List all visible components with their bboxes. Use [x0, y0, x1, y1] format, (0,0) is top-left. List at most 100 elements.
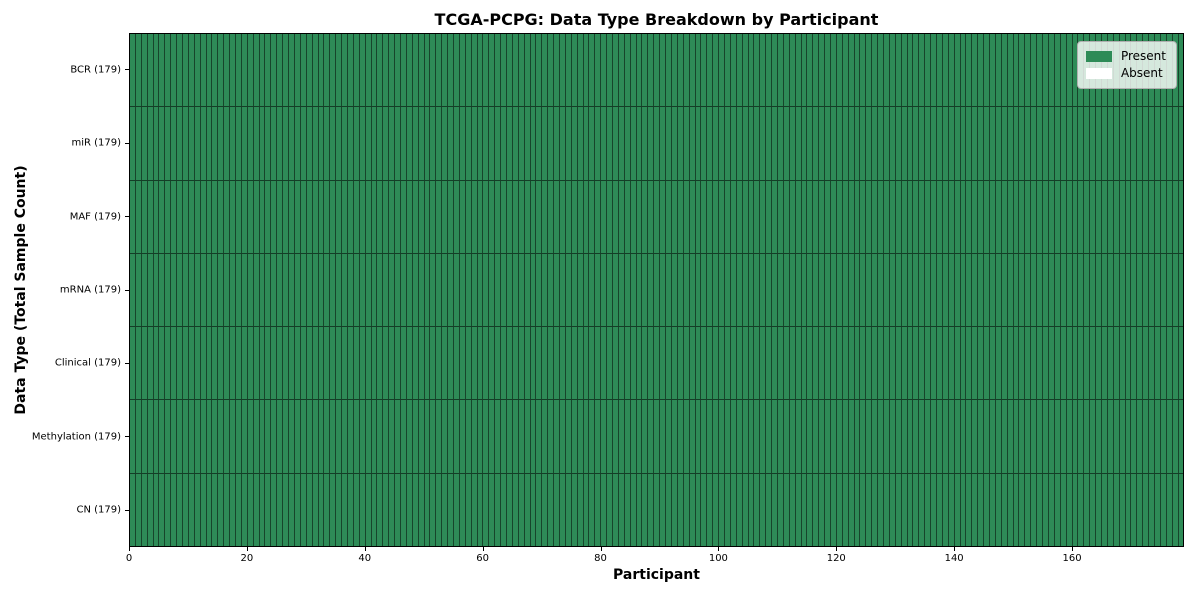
heatmap-cell	[847, 400, 854, 473]
heatmap-cell	[364, 253, 371, 327]
heatmap-cell	[535, 253, 542, 327]
y-tick-label: mRNA (179)	[59, 284, 121, 296]
heatmap-cell	[270, 473, 277, 546]
heatmap-cell	[688, 107, 695, 180]
heatmap-cell	[747, 107, 754, 180]
heatmap-cell	[735, 180, 742, 253]
heatmap-cell	[311, 400, 318, 473]
heatmap-cell	[130, 180, 135, 253]
heatmap-cell	[140, 34, 147, 107]
heatmap-cell	[517, 253, 524, 327]
heatmap-cell	[894, 253, 901, 327]
heatmap-cell	[429, 180, 436, 253]
heatmap-cell	[918, 107, 925, 180]
heatmap-cell	[423, 327, 430, 400]
heatmap-cell	[1024, 253, 1031, 327]
heatmap-cell	[317, 253, 324, 327]
heatmap-cell	[1112, 253, 1119, 327]
heatmap-cell	[329, 327, 336, 400]
heatmap-cell	[865, 327, 872, 400]
heatmap-cell	[1047, 473, 1054, 546]
heatmap-cell	[464, 34, 471, 107]
heatmap-cell	[399, 253, 406, 327]
heatmap-cell	[824, 400, 830, 473]
heatmap-cell	[712, 400, 719, 473]
heatmap-cell	[399, 34, 406, 107]
heatmap-cell	[511, 34, 518, 107]
heatmap-cell	[829, 34, 836, 107]
heatmap-cell	[570, 180, 577, 253]
heatmap-cell	[576, 400, 583, 473]
heatmap-cell	[452, 327, 459, 400]
heatmap-cell	[388, 400, 395, 473]
heatmap-cell	[282, 327, 289, 400]
heatmap-cell	[670, 253, 677, 327]
heatmap-cell	[888, 473, 895, 546]
heatmap-cell	[600, 473, 607, 546]
heatmap-cell	[947, 253, 954, 327]
heatmap-cell	[494, 253, 501, 327]
heatmap-cell	[1071, 253, 1078, 327]
heatmap-cell	[447, 473, 453, 546]
heatmap-cell	[1153, 253, 1160, 327]
heatmap-cell	[1006, 180, 1013, 253]
heatmap-cell	[841, 34, 848, 107]
heatmap-cell	[782, 253, 789, 327]
heatmap-cell	[246, 180, 253, 253]
heatmap-cell	[965, 34, 972, 107]
heatmap-cell	[794, 327, 801, 400]
heatmap-cell	[906, 253, 913, 327]
heatmap-cell	[364, 473, 371, 546]
heatmap-cell	[317, 180, 324, 253]
heatmap-cell	[1059, 253, 1066, 327]
heatmap-cell	[411, 473, 418, 546]
heatmap-cell	[1106, 107, 1113, 180]
heatmap-cell	[588, 180, 595, 253]
heatmap-cell	[205, 180, 212, 253]
legend-item: Absent	[1085, 66, 1166, 81]
heatmap-cell	[606, 327, 613, 400]
heatmap-cell	[918, 253, 925, 327]
heatmap-cell	[670, 107, 677, 180]
heatmap-cell	[500, 107, 506, 180]
heatmap-cell	[771, 253, 777, 327]
heatmap-cell	[1089, 400, 1096, 473]
heatmap-cell	[835, 180, 842, 253]
heatmap-cell	[388, 253, 395, 327]
heatmap-cell	[411, 400, 418, 473]
heatmap-cell	[1012, 473, 1019, 546]
heatmap-cell	[853, 473, 860, 546]
heatmap-cell	[582, 473, 589, 546]
heatmap-cell	[641, 107, 648, 180]
heatmap-cell	[741, 473, 748, 546]
heatmap-cell	[865, 107, 872, 180]
heatmap-cell	[694, 327, 701, 400]
heatmap-cell	[252, 400, 259, 473]
heatmap-cell	[411, 327, 418, 400]
heatmap-cell	[729, 473, 736, 546]
heatmap-cell	[223, 253, 230, 327]
heatmap-cell	[853, 327, 860, 400]
heatmap-cell	[612, 473, 618, 546]
heatmap-cell	[547, 253, 554, 327]
heatmap-cell	[146, 400, 153, 473]
heatmap-cell	[612, 327, 618, 400]
heatmap-cell	[688, 253, 695, 327]
heatmap-cell	[983, 253, 990, 327]
heatmap-cell	[729, 327, 736, 400]
heatmap-cell	[953, 473, 960, 546]
heatmap-cell	[352, 107, 359, 180]
heatmap-cell	[835, 473, 842, 546]
heatmap-cell	[759, 34, 766, 107]
heatmap-cell	[523, 253, 530, 327]
heatmap-cell	[883, 180, 889, 253]
heatmap-cell	[464, 107, 471, 180]
heatmap-cell	[965, 107, 972, 180]
heatmap-cell	[623, 253, 630, 327]
heatmap-cell	[399, 180, 406, 253]
heatmap-cell	[665, 180, 671, 253]
heatmap-cell	[835, 34, 842, 107]
heatmap-cell	[753, 400, 760, 473]
x-tick-mark	[954, 547, 956, 551]
heatmap-cell	[947, 107, 954, 180]
